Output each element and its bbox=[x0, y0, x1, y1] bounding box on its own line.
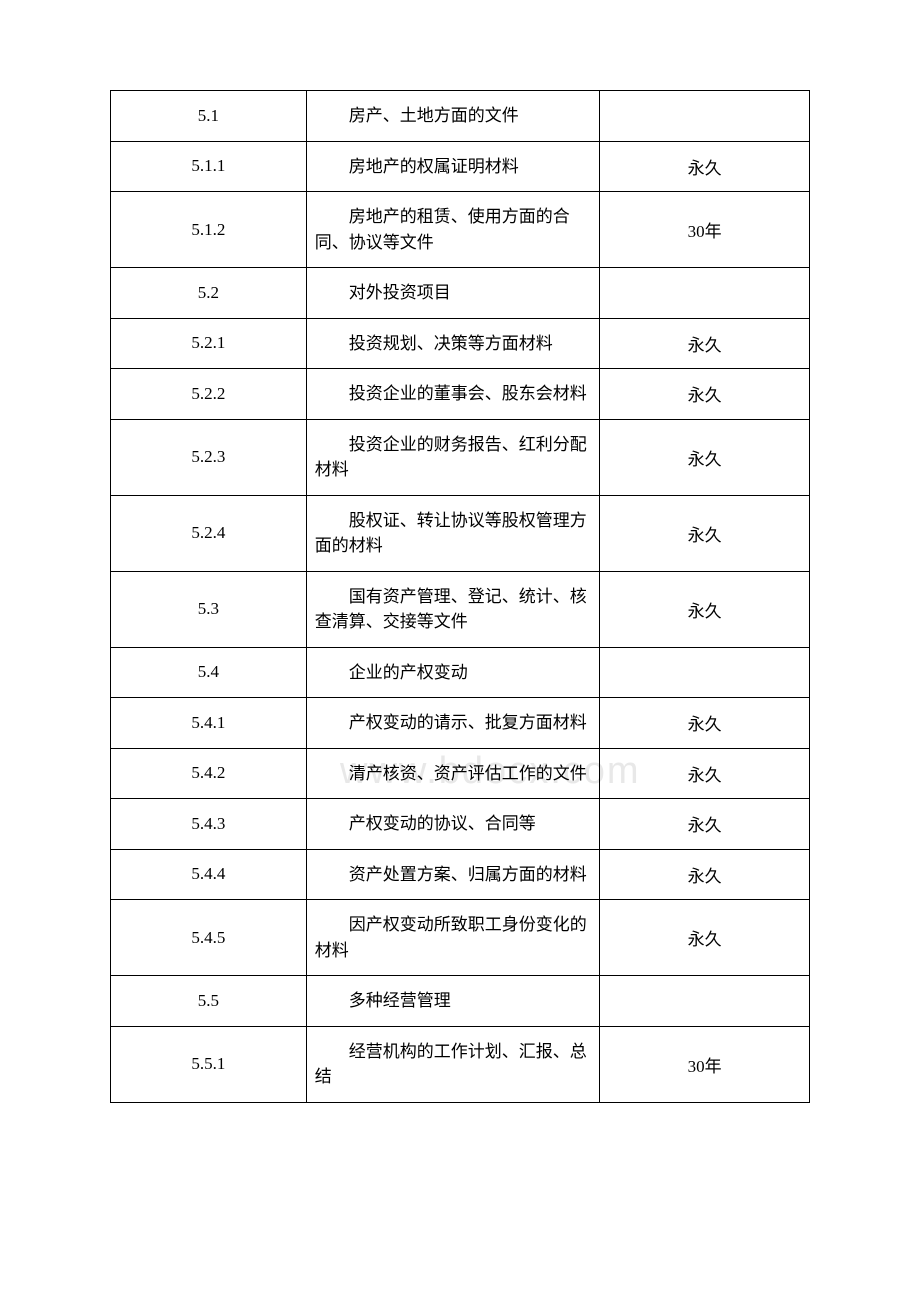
row-description: 经营机构的工作计划、汇报、总结 bbox=[306, 1026, 600, 1102]
row-description: 房地产的租赁、使用方面的合同、协议等文件 bbox=[306, 192, 600, 268]
row-id: 5.4.4 bbox=[111, 849, 307, 900]
table-row: 5.4.2清产核资、资产评估工作的文件永久 bbox=[111, 748, 810, 799]
table-row: 5.1.2房地产的租赁、使用方面的合同、协议等文件30年 bbox=[111, 192, 810, 268]
row-id: 5.1 bbox=[111, 91, 307, 142]
row-description: 国有资产管理、登记、统计、核查清算、交接等文件 bbox=[306, 571, 600, 647]
table-row: 5.3国有资产管理、登记、统计、核查清算、交接等文件永久 bbox=[111, 571, 810, 647]
row-description: 房地产的权属证明材料 bbox=[306, 141, 600, 192]
row-duration: 永久 bbox=[600, 419, 810, 495]
row-id: 5.2 bbox=[111, 268, 307, 319]
row-description: 多种经营管理 bbox=[306, 976, 600, 1027]
row-duration bbox=[600, 91, 810, 142]
row-description: 投资企业的董事会、股东会材料 bbox=[306, 369, 600, 420]
archive-table: 5.1房产、土地方面的文件5.1.1房地产的权属证明材料永久5.1.2房地产的租… bbox=[110, 90, 810, 1103]
row-description: 企业的产权变动 bbox=[306, 647, 600, 698]
row-duration: 永久 bbox=[600, 900, 810, 976]
row-duration bbox=[600, 268, 810, 319]
table-row: 5.1房产、土地方面的文件 bbox=[111, 91, 810, 142]
table-row: 5.5.1经营机构的工作计划、汇报、总结30年 bbox=[111, 1026, 810, 1102]
table-row: 5.4企业的产权变动 bbox=[111, 647, 810, 698]
table-row: 5.2.2投资企业的董事会、股东会材料永久 bbox=[111, 369, 810, 420]
row-id: 5.1.1 bbox=[111, 141, 307, 192]
row-id: 5.4.5 bbox=[111, 900, 307, 976]
row-duration: 永久 bbox=[600, 799, 810, 850]
row-duration: 永久 bbox=[600, 318, 810, 369]
row-description: 对外投资项目 bbox=[306, 268, 600, 319]
row-id: 5.2.4 bbox=[111, 495, 307, 571]
row-duration: 永久 bbox=[600, 698, 810, 749]
table-row: 5.4.5因产权变动所致职工身份变化的材料永久 bbox=[111, 900, 810, 976]
row-id: 5.2.1 bbox=[111, 318, 307, 369]
row-id: 5.2.3 bbox=[111, 419, 307, 495]
row-id: 5.2.2 bbox=[111, 369, 307, 420]
row-duration: 永久 bbox=[600, 748, 810, 799]
row-description: 因产权变动所致职工身份变化的材料 bbox=[306, 900, 600, 976]
row-duration bbox=[600, 647, 810, 698]
row-duration: 永久 bbox=[600, 849, 810, 900]
row-duration: 30年 bbox=[600, 192, 810, 268]
table-row: 5.4.1产权变动的请示、批复方面材料永久 bbox=[111, 698, 810, 749]
table-row: 5.4.4资产处置方案、归属方面的材料永久 bbox=[111, 849, 810, 900]
row-description: 房产、土地方面的文件 bbox=[306, 91, 600, 142]
table-row: 5.2.4股权证、转让协议等股权管理方面的材料永久 bbox=[111, 495, 810, 571]
row-duration bbox=[600, 976, 810, 1027]
row-id: 5.5.1 bbox=[111, 1026, 307, 1102]
row-duration: 永久 bbox=[600, 495, 810, 571]
row-id: 5.4.2 bbox=[111, 748, 307, 799]
row-id: 5.3 bbox=[111, 571, 307, 647]
row-duration: 永久 bbox=[600, 369, 810, 420]
row-description: 产权变动的请示、批复方面材料 bbox=[306, 698, 600, 749]
row-id: 5.1.2 bbox=[111, 192, 307, 268]
row-duration: 永久 bbox=[600, 571, 810, 647]
table-row: 5.2对外投资项目 bbox=[111, 268, 810, 319]
row-description: 产权变动的协议、合同等 bbox=[306, 799, 600, 850]
table-row: 5.5多种经营管理 bbox=[111, 976, 810, 1027]
row-description: 清产核资、资产评估工作的文件 bbox=[306, 748, 600, 799]
row-id: 5.4.1 bbox=[111, 698, 307, 749]
table-row: 5.4.3产权变动的协议、合同等永久 bbox=[111, 799, 810, 850]
table-row: 5.2.1投资规划、决策等方面材料永久 bbox=[111, 318, 810, 369]
table-row: 5.2.3投资企业的财务报告、红利分配材料永久 bbox=[111, 419, 810, 495]
table-row: 5.1.1房地产的权属证明材料永久 bbox=[111, 141, 810, 192]
row-id: 5.5 bbox=[111, 976, 307, 1027]
row-id: 5.4 bbox=[111, 647, 307, 698]
row-description: 投资企业的财务报告、红利分配材料 bbox=[306, 419, 600, 495]
row-id: 5.4.3 bbox=[111, 799, 307, 850]
row-duration: 30年 bbox=[600, 1026, 810, 1102]
row-description: 股权证、转让协议等股权管理方面的材料 bbox=[306, 495, 600, 571]
row-description: 资产处置方案、归属方面的材料 bbox=[306, 849, 600, 900]
row-duration: 永久 bbox=[600, 141, 810, 192]
row-description: 投资规划、决策等方面材料 bbox=[306, 318, 600, 369]
